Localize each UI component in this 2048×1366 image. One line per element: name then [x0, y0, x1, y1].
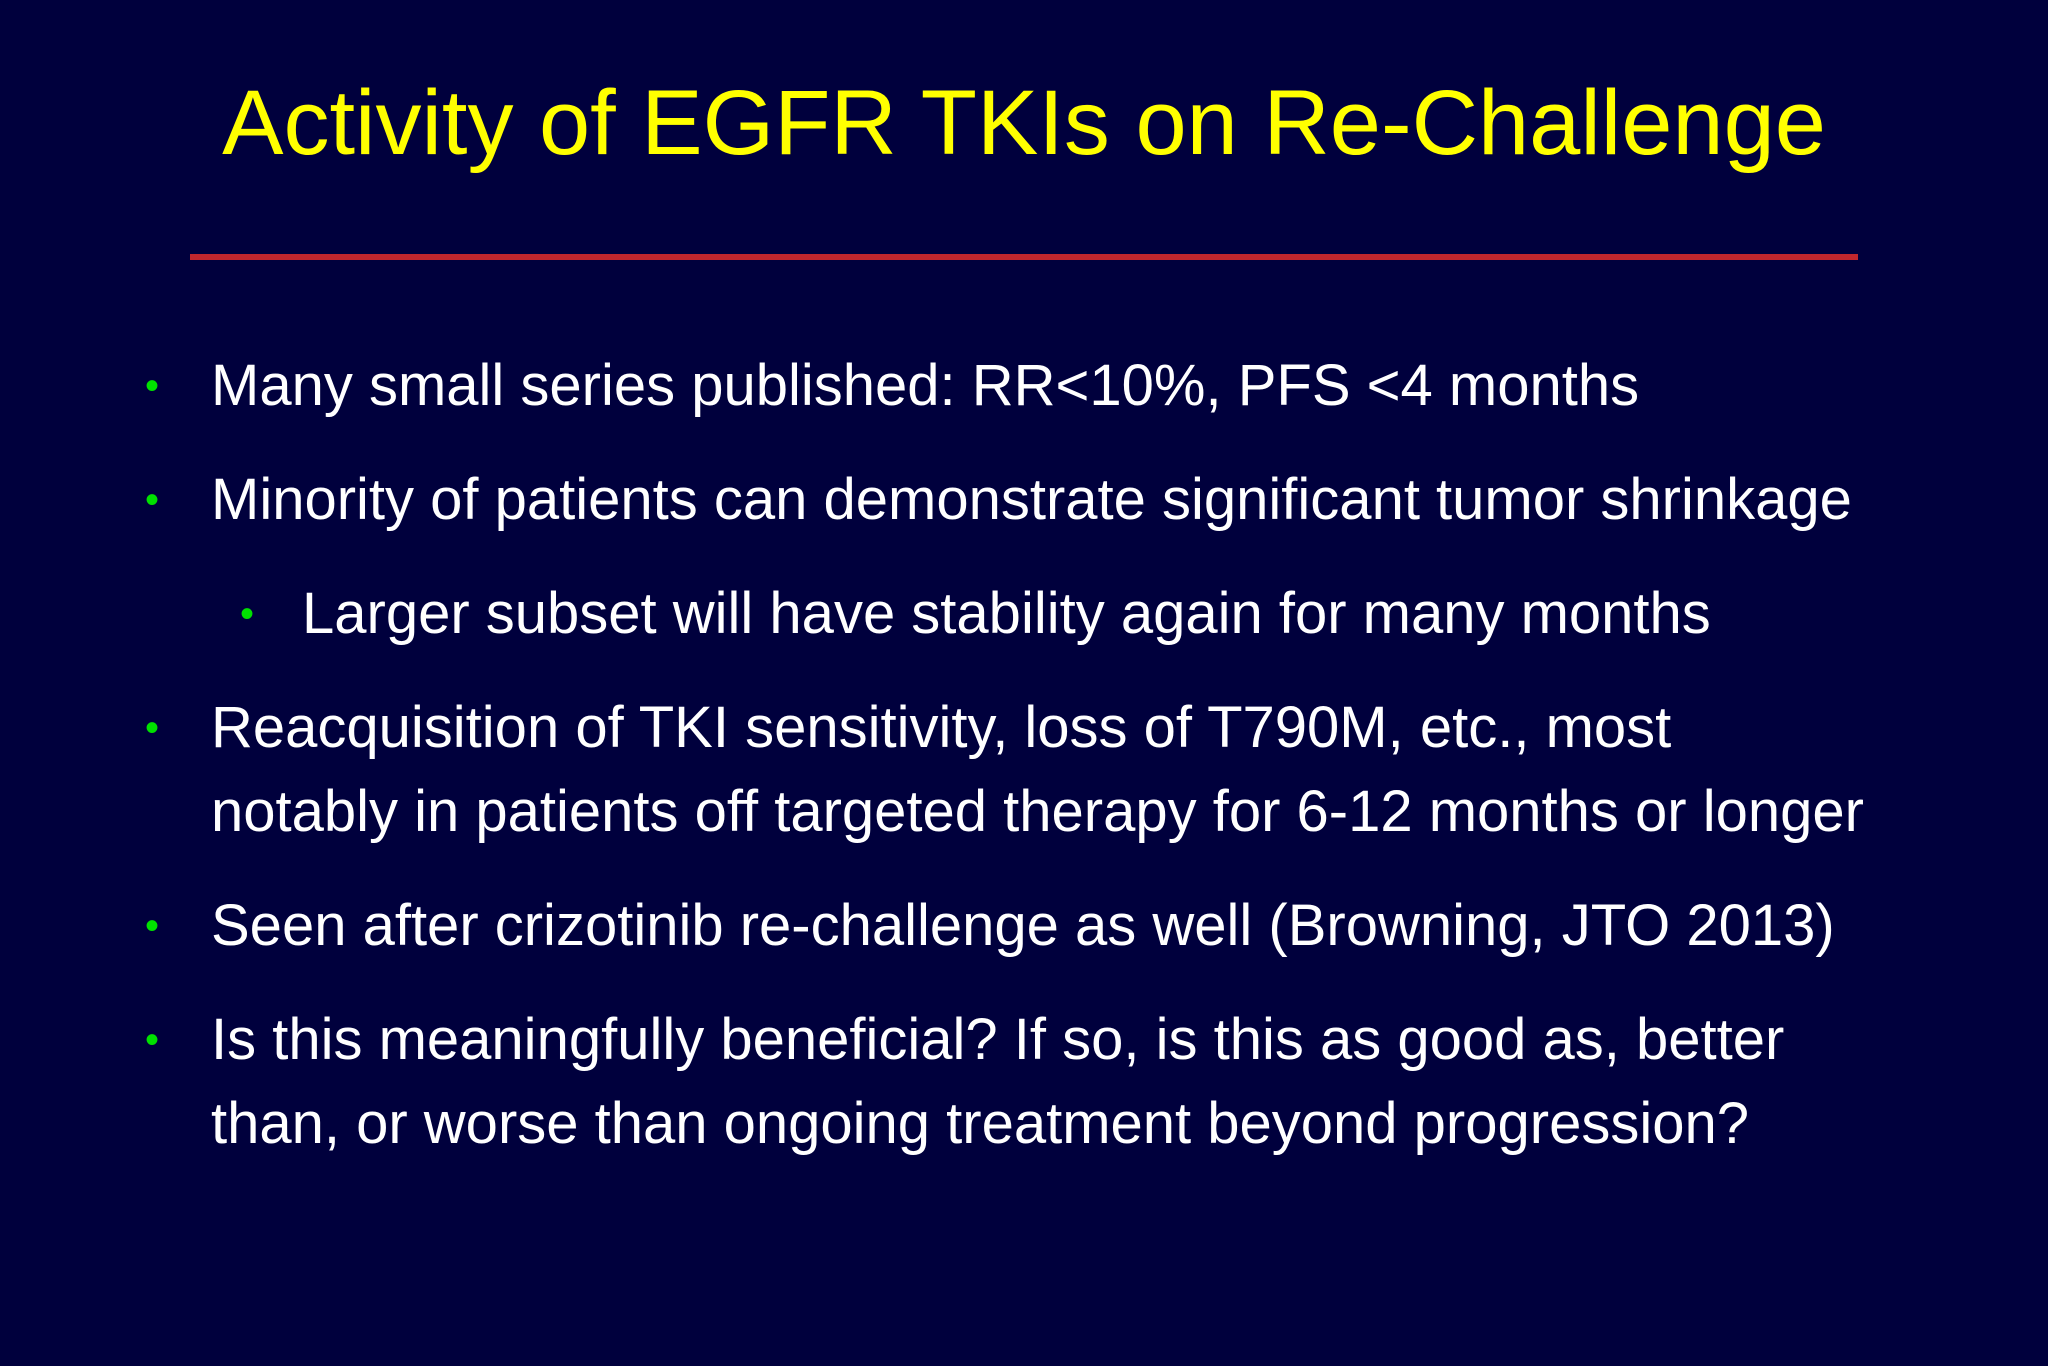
- bullet-item: • Minority of patients can demonstrate s…: [145, 458, 1852, 542]
- sub-bullet-item: • Larger subset will have stability agai…: [240, 572, 1711, 656]
- bullet-item: • Many small series published: RR<10%, P…: [145, 344, 1640, 428]
- bullet-text: Many small series published: RR<10%, PFS…: [211, 353, 1640, 418]
- bullet-item: • Seen after crizotinib re-challenge as …: [145, 884, 1835, 968]
- bullet-marker: •: [240, 592, 255, 636]
- bullet-item: • Is this meaningfully beneficial? If so…: [145, 998, 1785, 1166]
- slide-title: Activity of EGFR TKIs on Re-Challenge: [222, 72, 1826, 174]
- bullet-marker: •: [145, 706, 160, 750]
- bullet-text-line: Is this meaningfully beneficial? If so, …: [211, 1007, 1785, 1072]
- bullet-text: Minority of patients can demonstrate sig…: [211, 467, 1852, 532]
- bullet-text-line: Reacquisition of TKI sensitivity, loss o…: [211, 695, 1672, 760]
- bullet-marker: •: [145, 478, 160, 522]
- bullet-marker: •: [145, 904, 160, 948]
- title-divider: [190, 254, 1858, 260]
- bullet-marker: •: [145, 1018, 160, 1062]
- bullet-text-line: notably in patients off targeted therapy…: [211, 779, 1864, 844]
- bullet-text: Larger subset will have stability again …: [302, 581, 1711, 646]
- bullet-item: • Reacquisition of TKI sensitivity, loss…: [145, 686, 1864, 854]
- bullet-text: Seen after crizotinib re-challenge as we…: [211, 893, 1835, 958]
- bullet-text-line: than, or worse than ongoing treatment be…: [211, 1091, 1749, 1156]
- bullet-marker: •: [145, 364, 160, 408]
